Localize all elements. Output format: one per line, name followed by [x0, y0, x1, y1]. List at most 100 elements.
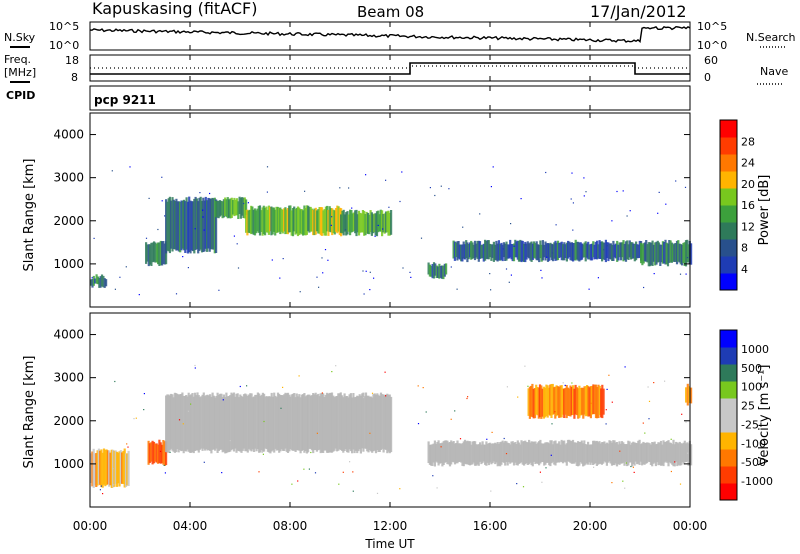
scatter-band-2: [253, 396, 256, 452]
power-colorbar: 4 8 12 16 20 24 28: [719, 119, 755, 291]
scatter-band-2: [327, 393, 330, 453]
scatter-band-4: [569, 385, 572, 417]
scatter-band-2: [179, 201, 182, 253]
scatter-band-7: [485, 241, 488, 259]
scatter-band-7: [512, 243, 516, 262]
scatter-band-3: [496, 442, 499, 467]
scatter-band-1: [147, 440, 150, 465]
scatter-band-5: [690, 387, 693, 404]
scatter-band-3: [558, 441, 561, 463]
scatter-band-3: [489, 442, 492, 463]
speckle: [369, 432, 371, 434]
speckle: [321, 257, 323, 259]
scatter-band-5: [369, 210, 372, 233]
scatter-band-3: [543, 443, 546, 466]
scatter-band-3: [642, 441, 645, 465]
scatter-band-3: [241, 197, 244, 216]
scatter-band-5: [345, 212, 348, 236]
scatter-band-3: [628, 441, 631, 463]
speckle: [619, 450, 621, 452]
scatter-band-7: [487, 240, 490, 260]
speckle: [653, 382, 655, 384]
scatter-band-7: [555, 242, 558, 261]
scatter-band-2: [348, 394, 351, 450]
speckle: [362, 270, 364, 272]
scatter-band-7: [473, 240, 477, 261]
scatter-band-2: [240, 395, 243, 453]
scatter-band-4: [542, 386, 545, 419]
scatter-band-3: [458, 443, 462, 462]
scatter-band-4: [317, 209, 320, 234]
scatter-band-1: [150, 242, 153, 266]
scatter-band-2: [312, 393, 315, 454]
scatter-band-2: [180, 200, 183, 251]
scatter-band-2: [202, 197, 205, 252]
scatter-band-4: [310, 208, 314, 232]
scatter-band-4: [248, 209, 251, 234]
velocity-data: [90, 364, 693, 495]
colorbar-cell: [720, 364, 737, 382]
scatter-band-2: [260, 394, 263, 451]
scatter-band-7: [619, 242, 623, 261]
scatter-band-4: [336, 205, 339, 234]
scatter-band-4: [251, 206, 254, 234]
scatter-band-4: [289, 205, 292, 232]
colorbar-tick-label: 4: [741, 263, 748, 276]
scatter-band-3: [533, 441, 536, 462]
speckle: [135, 417, 137, 419]
scatter-band-7: [482, 243, 485, 262]
scatter-band-3: [577, 441, 580, 467]
scatter-band-3: [468, 441, 472, 466]
scatter-band-3: [432, 443, 435, 463]
speckle: [516, 483, 518, 485]
scatter-band-3: [228, 199, 231, 218]
scatter-band-7: [530, 241, 533, 262]
ytick-label: 4000: [53, 328, 84, 342]
scatter-band-3: [622, 442, 625, 463]
scatter-band-7: [507, 244, 511, 259]
scatter-band-8: [681, 244, 684, 266]
ytick-label: 2000: [53, 414, 84, 428]
speckle: [467, 396, 469, 398]
scatter-band-8: [651, 240, 654, 266]
scatter-band-8: [645, 240, 648, 262]
speckle: [327, 259, 329, 261]
scatter-band-2: [315, 394, 318, 452]
scatter-band-3: [433, 440, 436, 467]
speckle: [551, 252, 554, 254]
scatter-band-2: [266, 396, 269, 452]
scatter-band-3: [499, 442, 502, 467]
scatter-band-2: [314, 392, 317, 450]
scatter-band-3: [634, 442, 637, 462]
scatter-band-7: [462, 241, 465, 259]
speckle: [545, 467, 547, 469]
speckle: [243, 202, 245, 205]
scatter-band-8: [649, 242, 652, 267]
scatter-band-2: [268, 396, 271, 453]
scatter-band-0: [95, 453, 98, 487]
scatter-band-3: [245, 199, 248, 215]
speckle: [506, 386, 508, 388]
scatter-band-7: [536, 244, 539, 261]
scatter-band-2: [337, 393, 340, 451]
scatter-band-2: [227, 396, 230, 453]
scatter-band-5: [361, 210, 364, 233]
scatter-band-7: [543, 244, 546, 258]
speckle: [622, 190, 624, 192]
scatter-band-7: [638, 240, 641, 258]
scatter-band-2: [222, 394, 225, 452]
speckle: [681, 413, 683, 415]
scatter-band-7: [628, 240, 631, 258]
scatter-band-2: [305, 395, 308, 454]
speckle: [685, 421, 687, 423]
colorbar-tick-label: -100: [741, 437, 766, 450]
scatter-band-7: [596, 240, 599, 260]
colorbar-frame: [719, 329, 738, 501]
scatter-band-1: [148, 443, 151, 463]
scatter-band-3: [497, 443, 500, 466]
speckle: [679, 483, 682, 485]
scatter-band-7: [564, 244, 567, 258]
scatter-band-4: [269, 206, 272, 232]
scatter-band-2: [195, 395, 198, 451]
scatter-band-2: [199, 196, 202, 250]
